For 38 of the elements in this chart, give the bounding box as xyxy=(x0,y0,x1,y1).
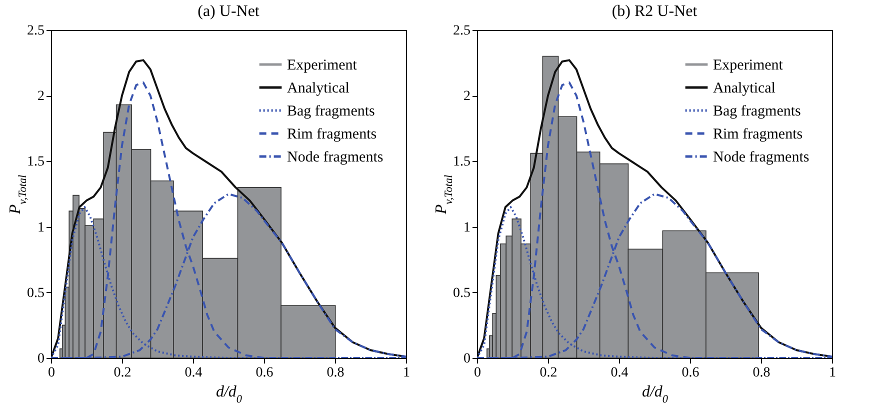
x-tick-label: 0.8 xyxy=(752,366,770,380)
x-tick-label: 0.4 xyxy=(184,366,202,380)
y-tick-label: 0.5 xyxy=(27,286,44,301)
x-tick-label: 0.6 xyxy=(256,366,274,380)
x-tick-label: 0 xyxy=(474,366,481,380)
legend-label: Bag fragments xyxy=(287,104,376,120)
legend-label: Rim fragments xyxy=(713,126,803,142)
y-tick-label: 2 xyxy=(38,89,44,104)
chart-title: (a) U-Net xyxy=(198,3,260,20)
y-tick-label: 2.5 xyxy=(453,24,470,38)
x-tick-label: 0.2 xyxy=(114,366,132,380)
x-axis-title: d/d$_{0}$ xyxy=(216,384,242,406)
y-tick-label: 1 xyxy=(464,220,470,236)
legend-label: Analytical xyxy=(287,80,350,96)
x-tick-label: 0.2 xyxy=(540,366,558,380)
legend-label: Experiment xyxy=(287,58,358,74)
x-tick-label: 0.8 xyxy=(326,366,344,380)
x-tick-label: 1 xyxy=(829,366,836,380)
x-tick-label: 0.4 xyxy=(610,366,628,380)
x-tick-label: 0 xyxy=(48,366,55,380)
x-axis-title: d/d$_{0}$ xyxy=(642,384,668,406)
legend-label: Experiment xyxy=(713,58,784,74)
x-tick-label: 1 xyxy=(403,366,410,380)
legend-label: Node fragments xyxy=(287,150,384,166)
legend-label: Analytical xyxy=(713,80,776,96)
legend-label: Node fragments xyxy=(713,150,810,166)
y-tick-label: 0.5 xyxy=(453,286,470,301)
y-tick-label: 1 xyxy=(38,220,44,236)
chart-title: (b) R2 U-Net xyxy=(612,3,698,20)
y-tick-label: 2.5 xyxy=(27,24,44,38)
y-tick-label: 0 xyxy=(38,352,44,366)
y-tick-label: 0 xyxy=(464,352,470,366)
y-tick-label: 2 xyxy=(464,89,470,104)
x-tick-label: 0.6 xyxy=(682,366,700,380)
y-tick-label: 1.5 xyxy=(27,154,44,170)
legend-label: Bag fragments xyxy=(713,104,802,120)
y-tick-label: 1.5 xyxy=(453,154,470,170)
legend-label: Rim fragments xyxy=(287,126,377,142)
